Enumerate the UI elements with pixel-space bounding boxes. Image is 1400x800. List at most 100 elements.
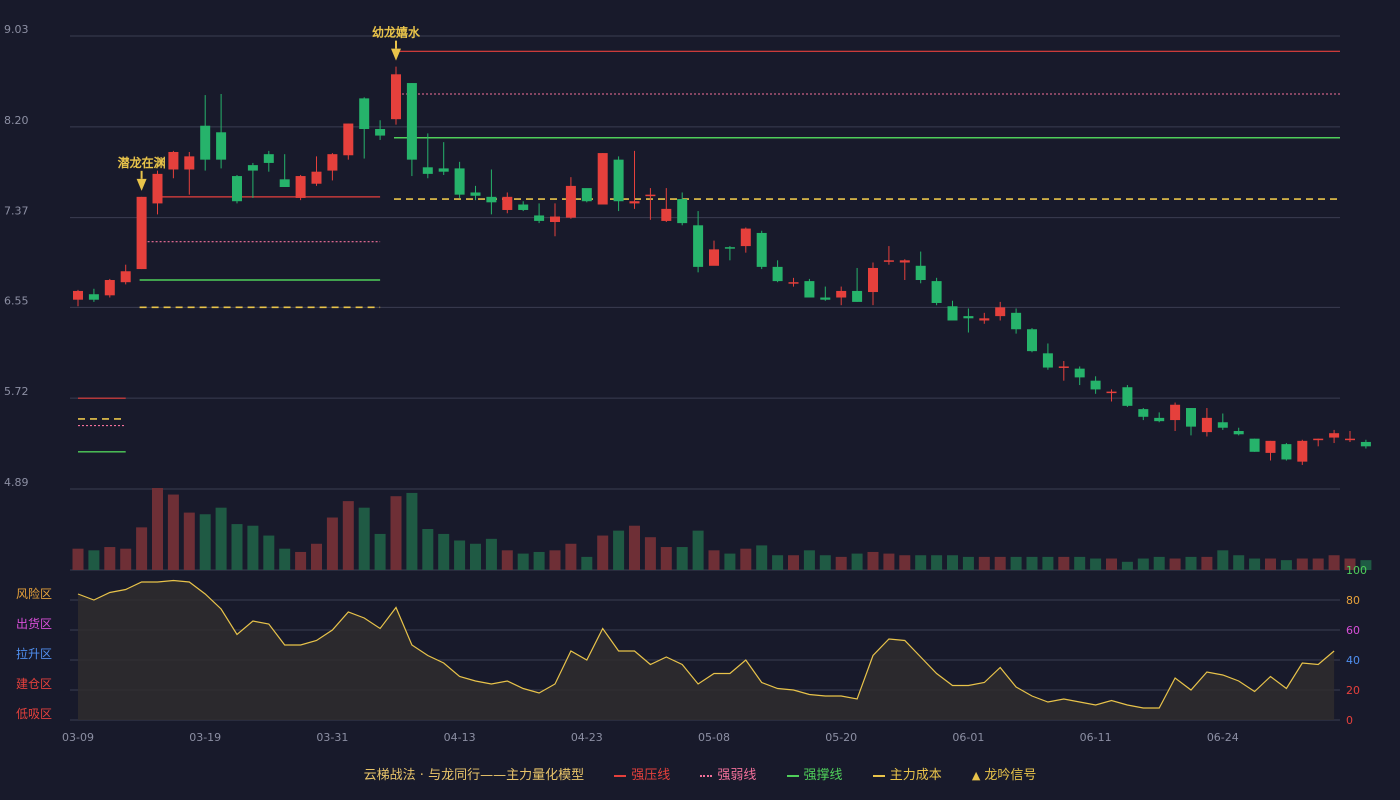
x-tick-label: 03-31 xyxy=(316,731,348,744)
candle-body xyxy=(406,83,417,160)
volume-bar xyxy=(1074,556,1086,570)
candle-body xyxy=(279,179,290,187)
y-tick-label: 7.37 xyxy=(4,205,29,218)
signal-label: 潜龙在渊 xyxy=(118,155,166,170)
volume-bar xyxy=(1090,558,1102,570)
volume-bar xyxy=(1217,550,1229,570)
legend-item-strong-support: 强撑线 xyxy=(786,764,843,783)
osc-tick-label: 100 xyxy=(1346,564,1367,577)
volume-bar xyxy=(390,496,402,570)
candle-body xyxy=(1249,438,1260,452)
volume-bar xyxy=(1312,558,1324,570)
signal-markers: 潜龙在渊 幼龙嬉水 xyxy=(118,25,421,191)
volume-bar xyxy=(835,556,847,570)
volume-bars xyxy=(72,488,1372,570)
candle-body xyxy=(454,168,465,195)
candle-body xyxy=(979,318,990,321)
candle-body xyxy=(629,201,640,204)
volume-bar xyxy=(1153,556,1165,570)
volume-bar xyxy=(708,550,720,570)
candle-body xyxy=(836,290,847,298)
osc-tick-label: 40 xyxy=(1346,654,1360,667)
x-tick-label: 05-20 xyxy=(825,731,857,744)
candle-body xyxy=(1360,441,1371,447)
volume-bar xyxy=(772,555,784,570)
osc-tick-label: 60 xyxy=(1346,624,1360,637)
candle-body xyxy=(1265,440,1276,453)
oscillator-panel xyxy=(77,579,1335,720)
candle-body xyxy=(724,247,735,249)
volume-bar xyxy=(247,525,259,570)
zone-label: 风险区 xyxy=(16,586,52,601)
candle-body xyxy=(661,208,672,221)
candle-body xyxy=(1329,433,1340,438)
osc-tick-label: 80 xyxy=(1346,594,1360,607)
volume-bar xyxy=(629,525,640,570)
candle-body xyxy=(963,316,974,319)
volume-bar xyxy=(1010,556,1022,570)
candle-body xyxy=(915,265,926,281)
candle-body xyxy=(311,171,322,184)
candle-body xyxy=(772,266,783,282)
candle-body xyxy=(1217,422,1228,428)
candle-body xyxy=(184,156,195,170)
volume-bar xyxy=(1169,558,1181,570)
candle-body xyxy=(343,123,354,156)
volume-bar xyxy=(994,556,1006,570)
volume-bar xyxy=(756,545,768,570)
volume-bar xyxy=(454,540,466,570)
volume-bar xyxy=(88,550,100,570)
volume-bar xyxy=(1280,560,1292,570)
candle-body xyxy=(1027,329,1037,352)
candle-body xyxy=(1138,409,1149,417)
candle-body xyxy=(852,290,863,302)
candle-body xyxy=(295,176,306,198)
volume-bar xyxy=(1026,556,1038,570)
volume-bar xyxy=(72,548,84,570)
volume-bar xyxy=(1360,560,1372,570)
volume-bar xyxy=(533,551,545,570)
y-tick-label: 6.55 xyxy=(4,294,29,307)
volume-bar xyxy=(215,507,227,570)
zone-label: 建仓区 xyxy=(16,677,52,691)
y-tick-label: 4.89 xyxy=(4,476,29,489)
x-tick-label: 05-08 xyxy=(698,731,730,744)
candle-body xyxy=(1297,440,1308,462)
volume-bar xyxy=(644,537,656,570)
candle-body xyxy=(518,204,529,210)
volume-bar xyxy=(199,514,211,570)
signal-label: 幼龙嬉水 xyxy=(372,25,421,40)
candle-body xyxy=(565,185,576,218)
volume-bar xyxy=(358,507,370,570)
candle-body xyxy=(756,232,767,267)
volume-bar xyxy=(295,551,307,570)
candlestick-chart: 潜龙在渊 幼龙嬉水 9.03 8.20 7.37 6.55 5.72 4.89 100 80 60… xyxy=(4,23,1372,744)
candle-body xyxy=(995,307,1006,317)
candle-body xyxy=(486,196,497,203)
candle-body xyxy=(677,199,688,224)
candles xyxy=(73,66,1371,465)
chart-legend: 云梯战法 · 与龙同行——主力量化模型 强压线 强弱线 强撑线 主力成本 ▲ 龙吟… xyxy=(0,764,1400,783)
volume-bar xyxy=(1328,555,1340,570)
candle-body xyxy=(931,281,942,303)
candle-body xyxy=(1122,387,1133,406)
volume-bar xyxy=(883,553,895,570)
osc-tick-label: 0 xyxy=(1346,714,1353,727)
volume-bar xyxy=(549,550,561,570)
candle-body xyxy=(804,281,815,298)
oscillator-area xyxy=(78,580,1335,720)
candle-body xyxy=(88,294,99,300)
candle-body xyxy=(820,297,831,300)
candle-body xyxy=(73,290,83,300)
x-tick-label: 06-24 xyxy=(1207,731,1239,744)
axis-labels: 9.03 8.20 7.37 6.55 5.72 4.89 100 80 60 40 20 0 风险区出… xyxy=(4,23,1367,744)
oscillator-line xyxy=(77,579,1335,709)
grid-lines xyxy=(70,35,1340,721)
volume-bar xyxy=(740,548,752,570)
legend-title: 云梯战法 · 与龙同行——主力量化模型 xyxy=(363,768,585,783)
candle-body xyxy=(1042,353,1053,368)
volume-bar xyxy=(931,555,943,570)
x-tick-label: 03-09 xyxy=(62,731,94,744)
candle-body xyxy=(693,225,704,267)
volume-bar xyxy=(517,553,529,570)
